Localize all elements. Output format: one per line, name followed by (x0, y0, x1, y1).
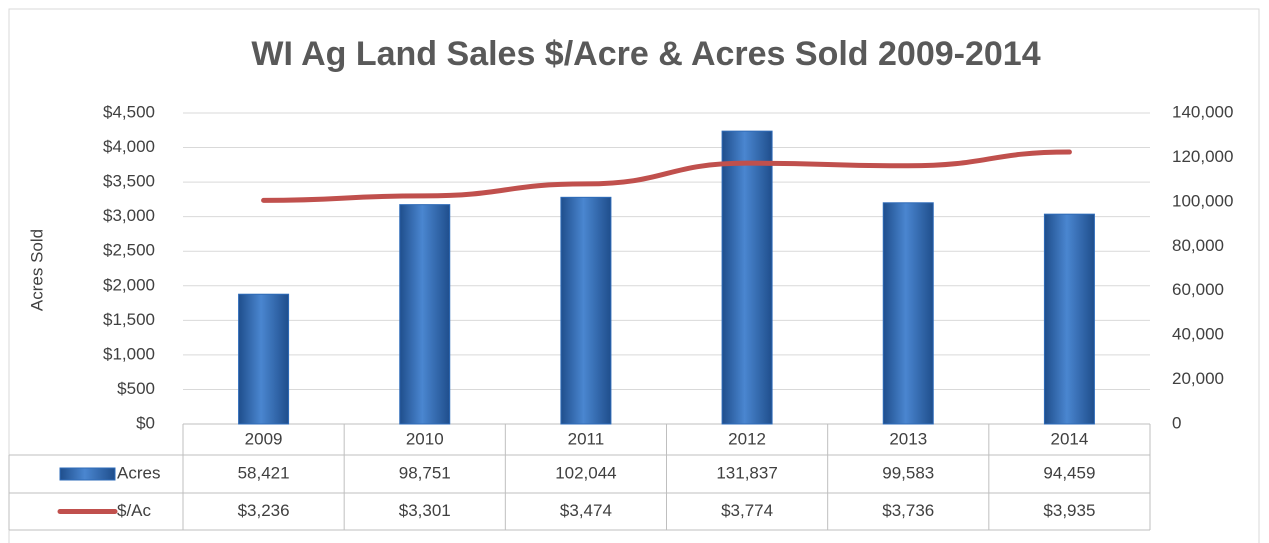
bar (1043, 213, 1095, 425)
table-value: 98,751 (399, 463, 451, 482)
x-tick-label: 2012 (728, 429, 766, 448)
table-value: 131,837 (716, 463, 777, 482)
y-tick-label: $0 (136, 413, 155, 432)
table-value: $3,774 (721, 501, 773, 520)
x-tick-label: 2014 (1051, 429, 1089, 448)
bar (399, 204, 451, 425)
table-value: $3,474 (560, 501, 612, 520)
y2-tick-label: 120,000 (1172, 147, 1233, 166)
y2-tick-label: 40,000 (1172, 325, 1224, 344)
table-value: $3,935 (1043, 501, 1095, 520)
y2-tick-label: 0 (1172, 413, 1181, 432)
bar (238, 293, 290, 425)
y-tick-label: $3,500 (103, 172, 155, 191)
y2-tick-label: 80,000 (1172, 236, 1224, 255)
bar (560, 196, 612, 425)
y-tick-label: $4,500 (103, 102, 155, 121)
y-tick-label: $1,000 (103, 344, 155, 363)
y-tick-label: $2,000 (103, 275, 155, 294)
chart-title: WI Ag Land Sales $/Acre & Acres Sold 200… (251, 35, 1040, 73)
legend-label: $/Ac (117, 501, 152, 520)
table-value: 102,044 (555, 463, 616, 482)
y-tick-label: $500 (117, 379, 155, 398)
y2-tick-label: 100,000 (1172, 191, 1233, 210)
line-series (261, 149, 1072, 203)
legend-key (59, 467, 116, 481)
x-tick-label: 2010 (406, 429, 444, 448)
y2-tick-label: 60,000 (1172, 280, 1224, 299)
table-value: $3,236 (238, 501, 290, 520)
y-tick-label: $1,500 (103, 310, 155, 329)
legend-label: Acres (117, 463, 160, 482)
table-value: 58,421 (238, 463, 290, 482)
y-axis-label: Acres Sold (27, 229, 46, 311)
y-tick-label: $4,000 (103, 137, 155, 156)
x-tick-label: 2013 (889, 429, 927, 448)
bar (882, 202, 934, 425)
y-tick-label: $3,000 (103, 206, 155, 225)
table-value: 94,459 (1043, 463, 1095, 482)
table-value: 99,583 (882, 463, 934, 482)
y2-tick-label: 20,000 (1172, 369, 1224, 388)
x-tick-label: 2011 (568, 429, 605, 448)
x-tick-label: 2009 (245, 429, 283, 448)
y-tick-label: $2,500 (103, 241, 155, 260)
bar (721, 130, 773, 425)
table-value: $3,301 (399, 501, 451, 520)
table-value: $3,736 (882, 501, 934, 520)
y2-tick-label: 140,000 (1172, 102, 1233, 121)
